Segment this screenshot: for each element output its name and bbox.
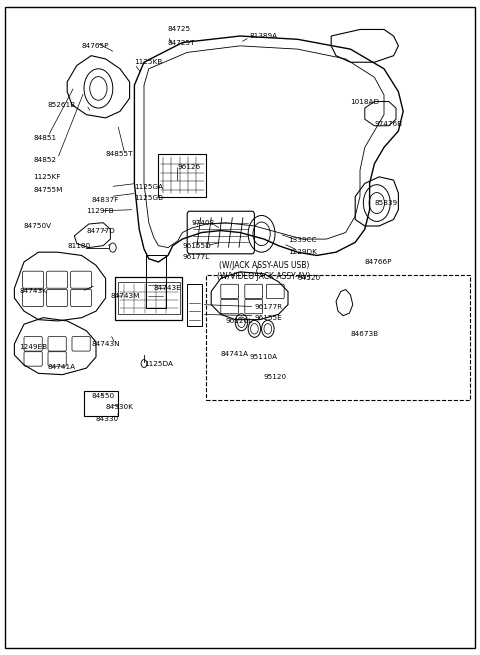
Text: 96120L: 96120L (226, 318, 253, 324)
Text: 1018AD: 1018AD (350, 98, 380, 105)
Text: 84743E: 84743E (154, 285, 181, 291)
Text: 84837F: 84837F (91, 196, 119, 203)
Text: 96177L: 96177L (182, 253, 210, 260)
Text: 84765P: 84765P (82, 43, 109, 49)
Text: 1125KB: 1125KB (134, 59, 163, 66)
Text: 95120: 95120 (264, 373, 287, 380)
Text: 96126: 96126 (178, 164, 201, 170)
Text: 84755M: 84755M (34, 187, 63, 193)
Bar (187, 284, 202, 326)
Text: 84852: 84852 (34, 157, 57, 164)
Text: 84743K: 84743K (19, 288, 47, 295)
Text: 84743M: 84743M (110, 293, 140, 299)
Text: 96177R: 96177R (254, 303, 283, 310)
Text: (W/VIDEO JACK ASSY-AV): (W/VIDEO JACK ASSY-AV) (217, 272, 311, 281)
Text: 96155E: 96155E (254, 314, 282, 321)
Text: 84330K: 84330K (106, 404, 133, 411)
Text: 84330: 84330 (96, 416, 119, 422)
Bar (146, 255, 166, 308)
Bar (158, 154, 206, 196)
Text: 84766P: 84766P (365, 259, 392, 265)
Text: 84550: 84550 (91, 393, 114, 400)
Text: 97476B: 97476B (374, 121, 403, 128)
Text: 1125KF: 1125KF (34, 174, 61, 180)
Text: 1125GB: 1125GB (134, 195, 164, 201)
Text: 84741A: 84741A (48, 364, 76, 370)
Bar (118, 282, 180, 314)
Text: 84725T: 84725T (168, 39, 195, 46)
Text: 84743N: 84743N (91, 341, 120, 347)
Text: 84855T: 84855T (106, 151, 133, 157)
Text: 84777D: 84777D (86, 227, 115, 234)
Text: 84673B: 84673B (350, 331, 379, 337)
Text: 81180: 81180 (67, 242, 90, 249)
Text: 97403: 97403 (192, 219, 215, 226)
Text: 95110A: 95110A (250, 354, 278, 360)
Text: 85839: 85839 (374, 200, 397, 206)
Text: 94520: 94520 (298, 275, 321, 282)
Text: 84851: 84851 (34, 134, 57, 141)
Text: 84725: 84725 (168, 26, 191, 33)
Text: 81389A: 81389A (250, 33, 278, 39)
Text: 1125DA: 1125DA (144, 360, 173, 367)
Bar (206, 275, 470, 400)
Bar (115, 277, 182, 320)
Text: 1129FB: 1129FB (86, 208, 114, 214)
Text: 1229DK: 1229DK (288, 249, 317, 255)
Text: 85261B: 85261B (48, 102, 76, 108)
Text: (W/JACK ASSY-AUS USB): (W/JACK ASSY-AUS USB) (219, 261, 309, 270)
Text: 1125GA: 1125GA (134, 183, 164, 190)
Text: 1249EB: 1249EB (19, 344, 48, 350)
Text: 1339CC: 1339CC (288, 237, 316, 244)
Text: 96155D: 96155D (182, 242, 211, 249)
Text: 84750V: 84750V (24, 223, 52, 229)
Bar (84, 391, 118, 416)
Text: 84741A: 84741A (221, 350, 249, 357)
